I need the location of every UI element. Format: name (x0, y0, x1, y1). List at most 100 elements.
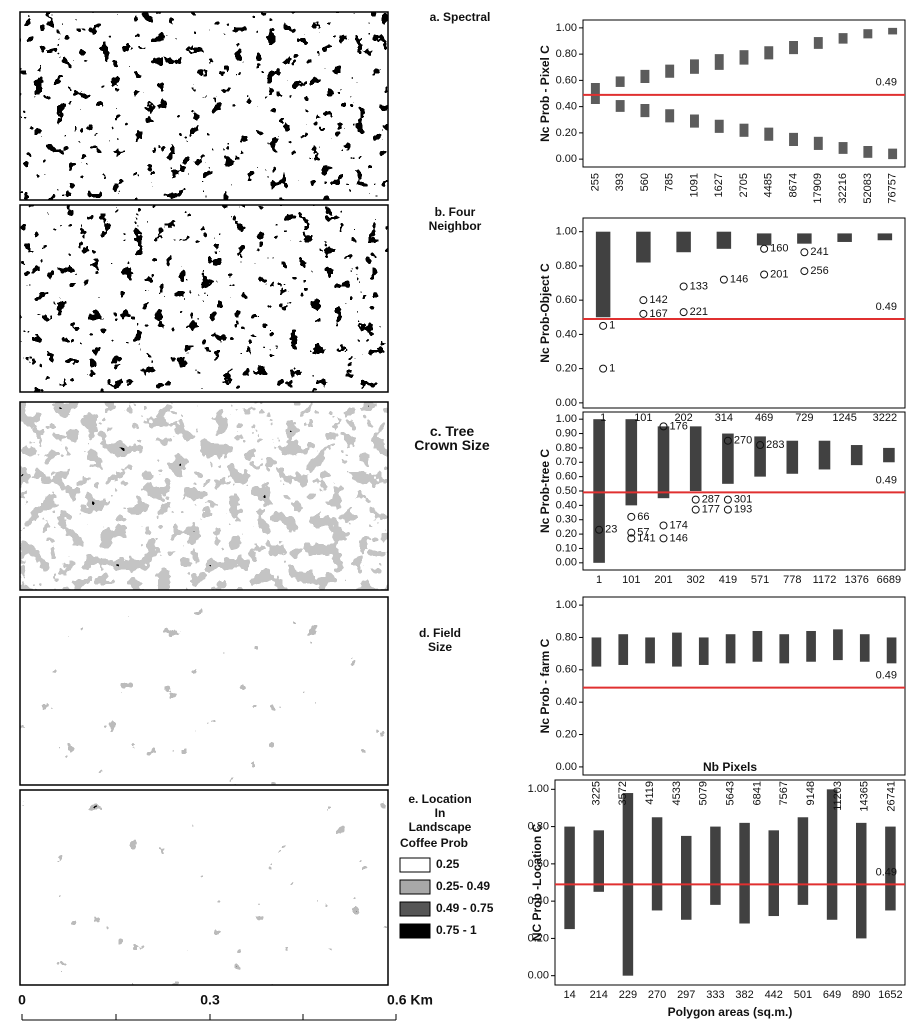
range-bar (752, 630, 763, 662)
range-bar (789, 132, 798, 146)
outlier-label: 283 (766, 439, 784, 451)
x-tick-label: 6689 (877, 574, 901, 586)
range-bar (789, 41, 798, 55)
outlier-label: 193 (734, 504, 752, 516)
x-tick-label: 4485 (763, 173, 775, 197)
x-tick-label: 1 (596, 574, 602, 586)
outlier (659, 534, 668, 543)
y-tick-label: 0.90 (556, 427, 577, 439)
range-bar (590, 83, 600, 94)
range-bar (806, 630, 816, 662)
outlier-label: 146 (730, 274, 748, 286)
range-bar (739, 822, 750, 924)
outlier-label: 174 (670, 519, 688, 531)
legend-title: Coffee Prob (400, 836, 468, 850)
range-bar (888, 27, 898, 35)
y-axis-title: Nc Prob - farm C (538, 638, 552, 733)
x-tick-label: 5643 (724, 781, 736, 805)
x-tick-label: 1245 (832, 412, 856, 424)
range-bar (590, 93, 600, 104)
y-tick-label: 1.00 (556, 599, 577, 611)
legend-swatch (399, 879, 431, 895)
legend-label: 0.75 - 1 (436, 923, 477, 937)
range-bar (797, 817, 809, 905)
y-tick-label: 0.00 (528, 970, 549, 982)
map-image (20, 205, 388, 392)
outlier (627, 528, 636, 537)
x-tick-label: 729 (795, 412, 813, 424)
range-bar (877, 233, 893, 241)
y-tick-label: 0.60 (556, 294, 577, 306)
reference-label: 0.49 (876, 474, 897, 486)
scale-label: 0.3 (200, 992, 220, 1008)
range-bar (850, 445, 863, 466)
range-bar (768, 830, 779, 917)
range-bar (618, 634, 629, 665)
x-tick-label: 393 (614, 173, 626, 191)
y-tick-label: 0.80 (556, 631, 577, 643)
range-bar (716, 231, 732, 249)
x-tick-label: 571 (751, 574, 769, 586)
x-tick-label: 101 (634, 412, 652, 424)
range-bar (564, 826, 575, 930)
x-tick-label: 9148 (805, 781, 817, 805)
outlier-label: 23 (605, 524, 617, 536)
range-bar (593, 419, 605, 563)
range-bar (838, 142, 848, 154)
map-frame (19, 789, 389, 986)
range-bar (722, 433, 734, 484)
outlier-label: 167 (649, 308, 667, 320)
map-image (20, 597, 388, 785)
range-bar (888, 148, 898, 160)
y-tick-label: 0.70 (556, 456, 577, 468)
map-frame (19, 11, 389, 201)
range-bar (739, 50, 749, 65)
x-tick-label: 4119 (644, 781, 656, 805)
y-tick-label: 0.30 (556, 514, 577, 526)
range-bar (756, 233, 772, 246)
x-tick-label: 5079 (698, 781, 710, 805)
outlier-label: 133 (690, 280, 708, 292)
range-bar (813, 136, 823, 150)
scale-label: 0.6 Km (387, 992, 433, 1008)
range-bar (625, 419, 638, 506)
range-bar (764, 127, 774, 141)
x-tick-label: 14 (563, 989, 575, 1001)
panel-label: a. Spectral (430, 10, 491, 24)
outlier-label: 1 (609, 320, 615, 332)
outlier (599, 364, 608, 373)
x-tick-label: 297 (677, 989, 695, 1001)
range-bar (739, 123, 749, 137)
outlier (595, 525, 604, 534)
outlier (679, 282, 688, 291)
range-bar (591, 637, 602, 667)
range-bar (863, 146, 873, 158)
outlier (627, 534, 636, 543)
outlier (691, 495, 700, 504)
range-bar (681, 835, 692, 920)
y-tick-label: 0.20 (556, 728, 577, 740)
x-tick-label: 7567 (778, 781, 790, 805)
x-axis-title: Polygon areas (sq.m.) (668, 1005, 793, 1019)
range-bar (672, 632, 682, 667)
x-tick-label: 302 (687, 574, 705, 586)
x-tick-label: 560 (639, 173, 651, 191)
range-bar (797, 233, 812, 244)
legend-swatch (399, 857, 431, 873)
x-tick-label: 1376 (844, 574, 868, 586)
map-image (19, 11, 389, 201)
outlier (760, 270, 769, 279)
outlier (659, 422, 668, 431)
range-bar (595, 231, 611, 318)
outlier (723, 495, 732, 504)
outlier (760, 244, 769, 253)
x-tick-label: 419 (719, 574, 737, 586)
range-bar (665, 64, 675, 78)
y-tick-label: 0.60 (556, 74, 577, 86)
y-tick-label: 0.80 (556, 442, 577, 454)
panel-label: b. Four Neighbor (429, 205, 482, 233)
outlier (627, 512, 636, 521)
x-tick-label: 314 (715, 412, 733, 424)
range-bar (710, 826, 721, 905)
y-tick-label: 1.00 (556, 226, 577, 238)
